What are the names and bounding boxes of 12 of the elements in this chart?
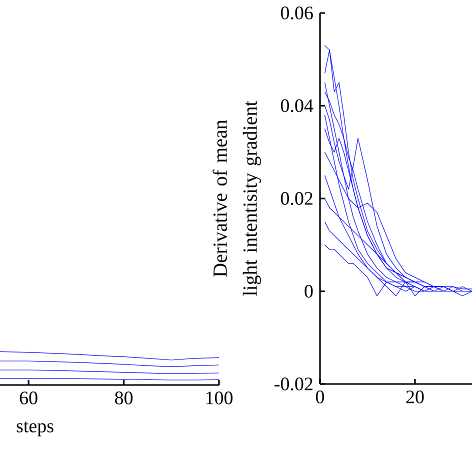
y-axis-title: Derivative of mean light intentisity gradient — [212, 100, 262, 296]
x-tick-label: 60 — [20, 392, 38, 404]
x-tick-label: 80 — [115, 392, 133, 404]
x-axis-title: steps — [16, 422, 54, 436]
y-tick-label: 0 — [304, 284, 313, 298]
x-tick-label: 100 — [206, 392, 233, 404]
y-tick-label: 0.04 — [280, 99, 314, 112]
y-tick-label: 0.02 — [280, 192, 312, 205]
y-tick-label: 0.06 — [280, 6, 313, 20]
x-tick-label: 20 — [406, 390, 424, 404]
y-tick-label: -0.02 — [274, 378, 312, 390]
x-tick-label: 0 — [316, 390, 324, 404]
